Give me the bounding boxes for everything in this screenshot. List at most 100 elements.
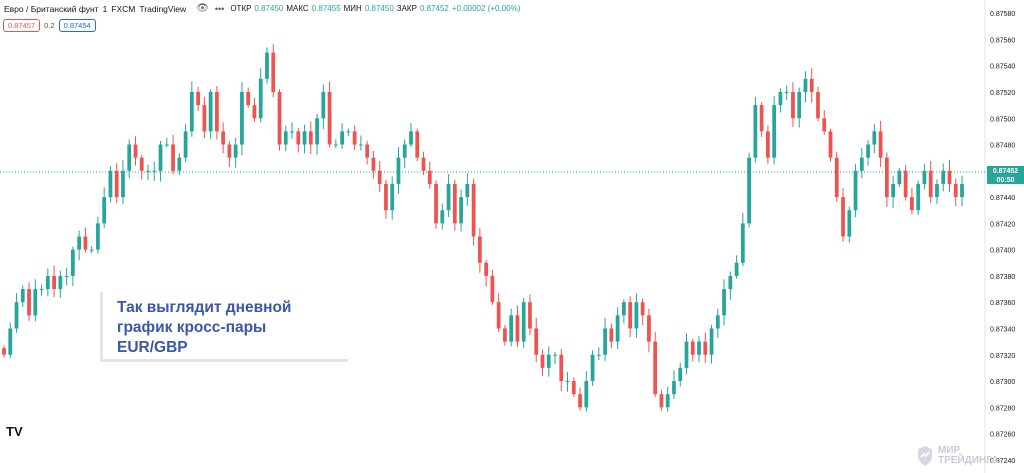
candle-body: [809, 78, 814, 92]
eye-icon[interactable]: 👁: [196, 3, 209, 14]
candle-body: [740, 223, 745, 263]
candle-body: [784, 91, 789, 93]
candle-body: [177, 157, 182, 171]
candle-body: [728, 275, 733, 290]
candles-layer: [2, 44, 964, 412]
candle-body: [384, 183, 388, 211]
candle-body: [584, 381, 589, 408]
candle-body: [834, 157, 839, 198]
candle-body: [434, 183, 438, 224]
candle-body: [596, 354, 601, 356]
candle-body: [2, 348, 6, 355]
candle-body: [246, 91, 251, 106]
candle-body: [622, 302, 626, 316]
candle-body: [953, 183, 958, 198]
candle-body: [327, 91, 332, 145]
candle-body: [158, 144, 163, 171]
tradingview-logo[interactable]: TV: [6, 424, 23, 439]
symbol-name[interactable]: Евро / Британский фунт: [4, 4, 99, 14]
candle-body: [127, 144, 132, 171]
candle-body: [496, 302, 501, 329]
candle-body: [271, 52, 276, 92]
price-tick-label: 0.87400: [990, 248, 1015, 255]
candle-body: [690, 341, 695, 355]
candle-body: [102, 197, 107, 224]
candle-body: [459, 197, 463, 224]
candle-body: [791, 91, 795, 119]
candle-body: [290, 131, 294, 133]
callout-box: Так выглядит дневной график кросс-пары E…: [100, 292, 348, 362]
candle-body: [189, 91, 194, 132]
candle-body: [590, 354, 595, 382]
candle-body: [321, 91, 326, 119]
price-tick-label: 0.87360: [990, 300, 1015, 307]
price-tick-label: 0.87540: [990, 64, 1015, 71]
exchange-label: FXCM: [111, 4, 136, 14]
candle-body: [346, 131, 351, 133]
candle-body: [734, 262, 739, 276]
candle-body: [553, 354, 557, 356]
candle-body: [659, 394, 664, 408]
candle-body: [108, 170, 113, 198]
more-icon[interactable]: •••: [214, 4, 225, 14]
candle-body: [83, 236, 88, 250]
candle-body: [672, 381, 676, 395]
sell-button[interactable]: 0.87457: [3, 19, 41, 32]
candle-body: [465, 183, 470, 198]
candle-body: [202, 105, 207, 132]
candle-body: [365, 144, 370, 158]
candle-body: [859, 157, 864, 171]
candle-body: [315, 118, 319, 145]
candle-body: [634, 302, 639, 329]
brand-name: МИР ТРЕЙДИНГА: [938, 446, 998, 466]
candle-body: [822, 118, 827, 132]
candle-body: [64, 275, 69, 277]
candle-body: [240, 91, 244, 145]
candle-body: [227, 144, 232, 158]
candle-body: [265, 52, 269, 79]
candle-body: [52, 275, 56, 290]
candle-body: [164, 144, 169, 146]
candle-body: [647, 315, 651, 342]
price-axis-labels: 0.87580 0.87560 0.87540 0.87520 0.87500 0.874…: [990, 11, 1015, 465]
candle-body: [252, 105, 257, 119]
interval-label[interactable]: 1: [102, 4, 108, 14]
brand-line-1: МИР: [938, 445, 961, 456]
candle-body: [77, 236, 82, 250]
candle-body: [766, 131, 770, 158]
candle-body: [928, 170, 933, 198]
price-tick-label: 0.87440: [990, 195, 1015, 202]
candle-body: [233, 144, 238, 158]
candle-body: [609, 328, 614, 342]
candle-body: [759, 105, 764, 132]
low-value: 0.87450: [364, 4, 394, 13]
candle-body: [709, 328, 714, 355]
candle-body: [377, 170, 382, 184]
open-key: ОТКР: [230, 4, 252, 13]
candle-body: [396, 157, 401, 184]
price-tick-label: 0.87320: [990, 353, 1015, 360]
candle-body: [947, 170, 952, 184]
candle-body: [872, 131, 877, 145]
source-label: TradingView: [139, 4, 187, 14]
candle-body: [490, 275, 495, 303]
candle-body: [390, 183, 395, 211]
open-value: 0.87450: [254, 4, 284, 13]
candle-body: [215, 91, 219, 132]
candle-body: [427, 170, 432, 184]
buy-button[interactable]: 0.87454: [58, 19, 96, 32]
candle-body: [935, 183, 939, 198]
candle-body: [697, 341, 701, 355]
candle-body: [8, 328, 13, 355]
candle-body: [27, 289, 31, 316]
candle-body: [897, 170, 902, 184]
price-tick-label: 0.87520: [990, 90, 1015, 97]
candle-body: [565, 381, 570, 383]
shield-icon: [918, 446, 932, 466]
change-value: +0.00002 (+0.00%): [451, 4, 521, 13]
high-value: 0.87455: [311, 4, 341, 13]
candle-body: [446, 183, 451, 211]
candle-body: [471, 183, 476, 237]
candle-body: [910, 197, 914, 211]
